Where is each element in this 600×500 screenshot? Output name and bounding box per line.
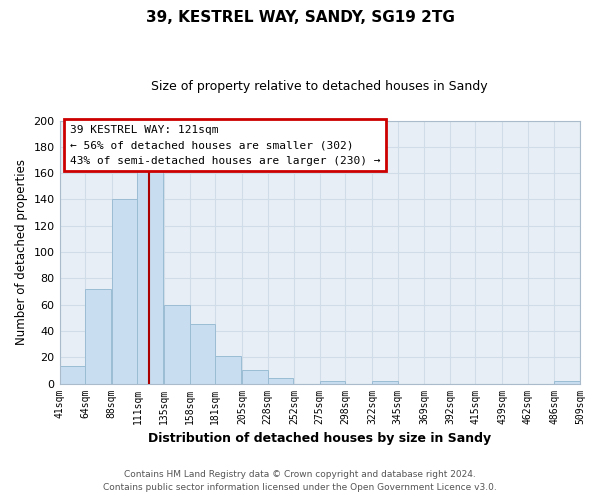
Bar xyxy=(190,324,215,384)
Bar xyxy=(112,200,137,384)
Bar xyxy=(164,304,190,384)
Bar xyxy=(215,356,241,384)
X-axis label: Distribution of detached houses by size in Sandy: Distribution of detached houses by size … xyxy=(148,432,491,445)
Bar xyxy=(320,381,346,384)
Bar xyxy=(372,381,398,384)
Text: 39 KESTREL WAY: 121sqm
← 56% of detached houses are smaller (302)
43% of semi-de: 39 KESTREL WAY: 121sqm ← 56% of detached… xyxy=(70,124,380,166)
Bar xyxy=(59,366,85,384)
Bar xyxy=(242,370,268,384)
Text: Contains HM Land Registry data © Crown copyright and database right 2024.
Contai: Contains HM Land Registry data © Crown c… xyxy=(103,470,497,492)
Bar xyxy=(554,381,580,384)
Title: Size of property relative to detached houses in Sandy: Size of property relative to detached ho… xyxy=(151,80,488,93)
Text: 39, KESTREL WAY, SANDY, SG19 2TG: 39, KESTREL WAY, SANDY, SG19 2TG xyxy=(146,10,454,25)
Y-axis label: Number of detached properties: Number of detached properties xyxy=(15,159,28,345)
Bar xyxy=(268,378,293,384)
Bar xyxy=(85,289,110,384)
Bar xyxy=(137,164,163,384)
